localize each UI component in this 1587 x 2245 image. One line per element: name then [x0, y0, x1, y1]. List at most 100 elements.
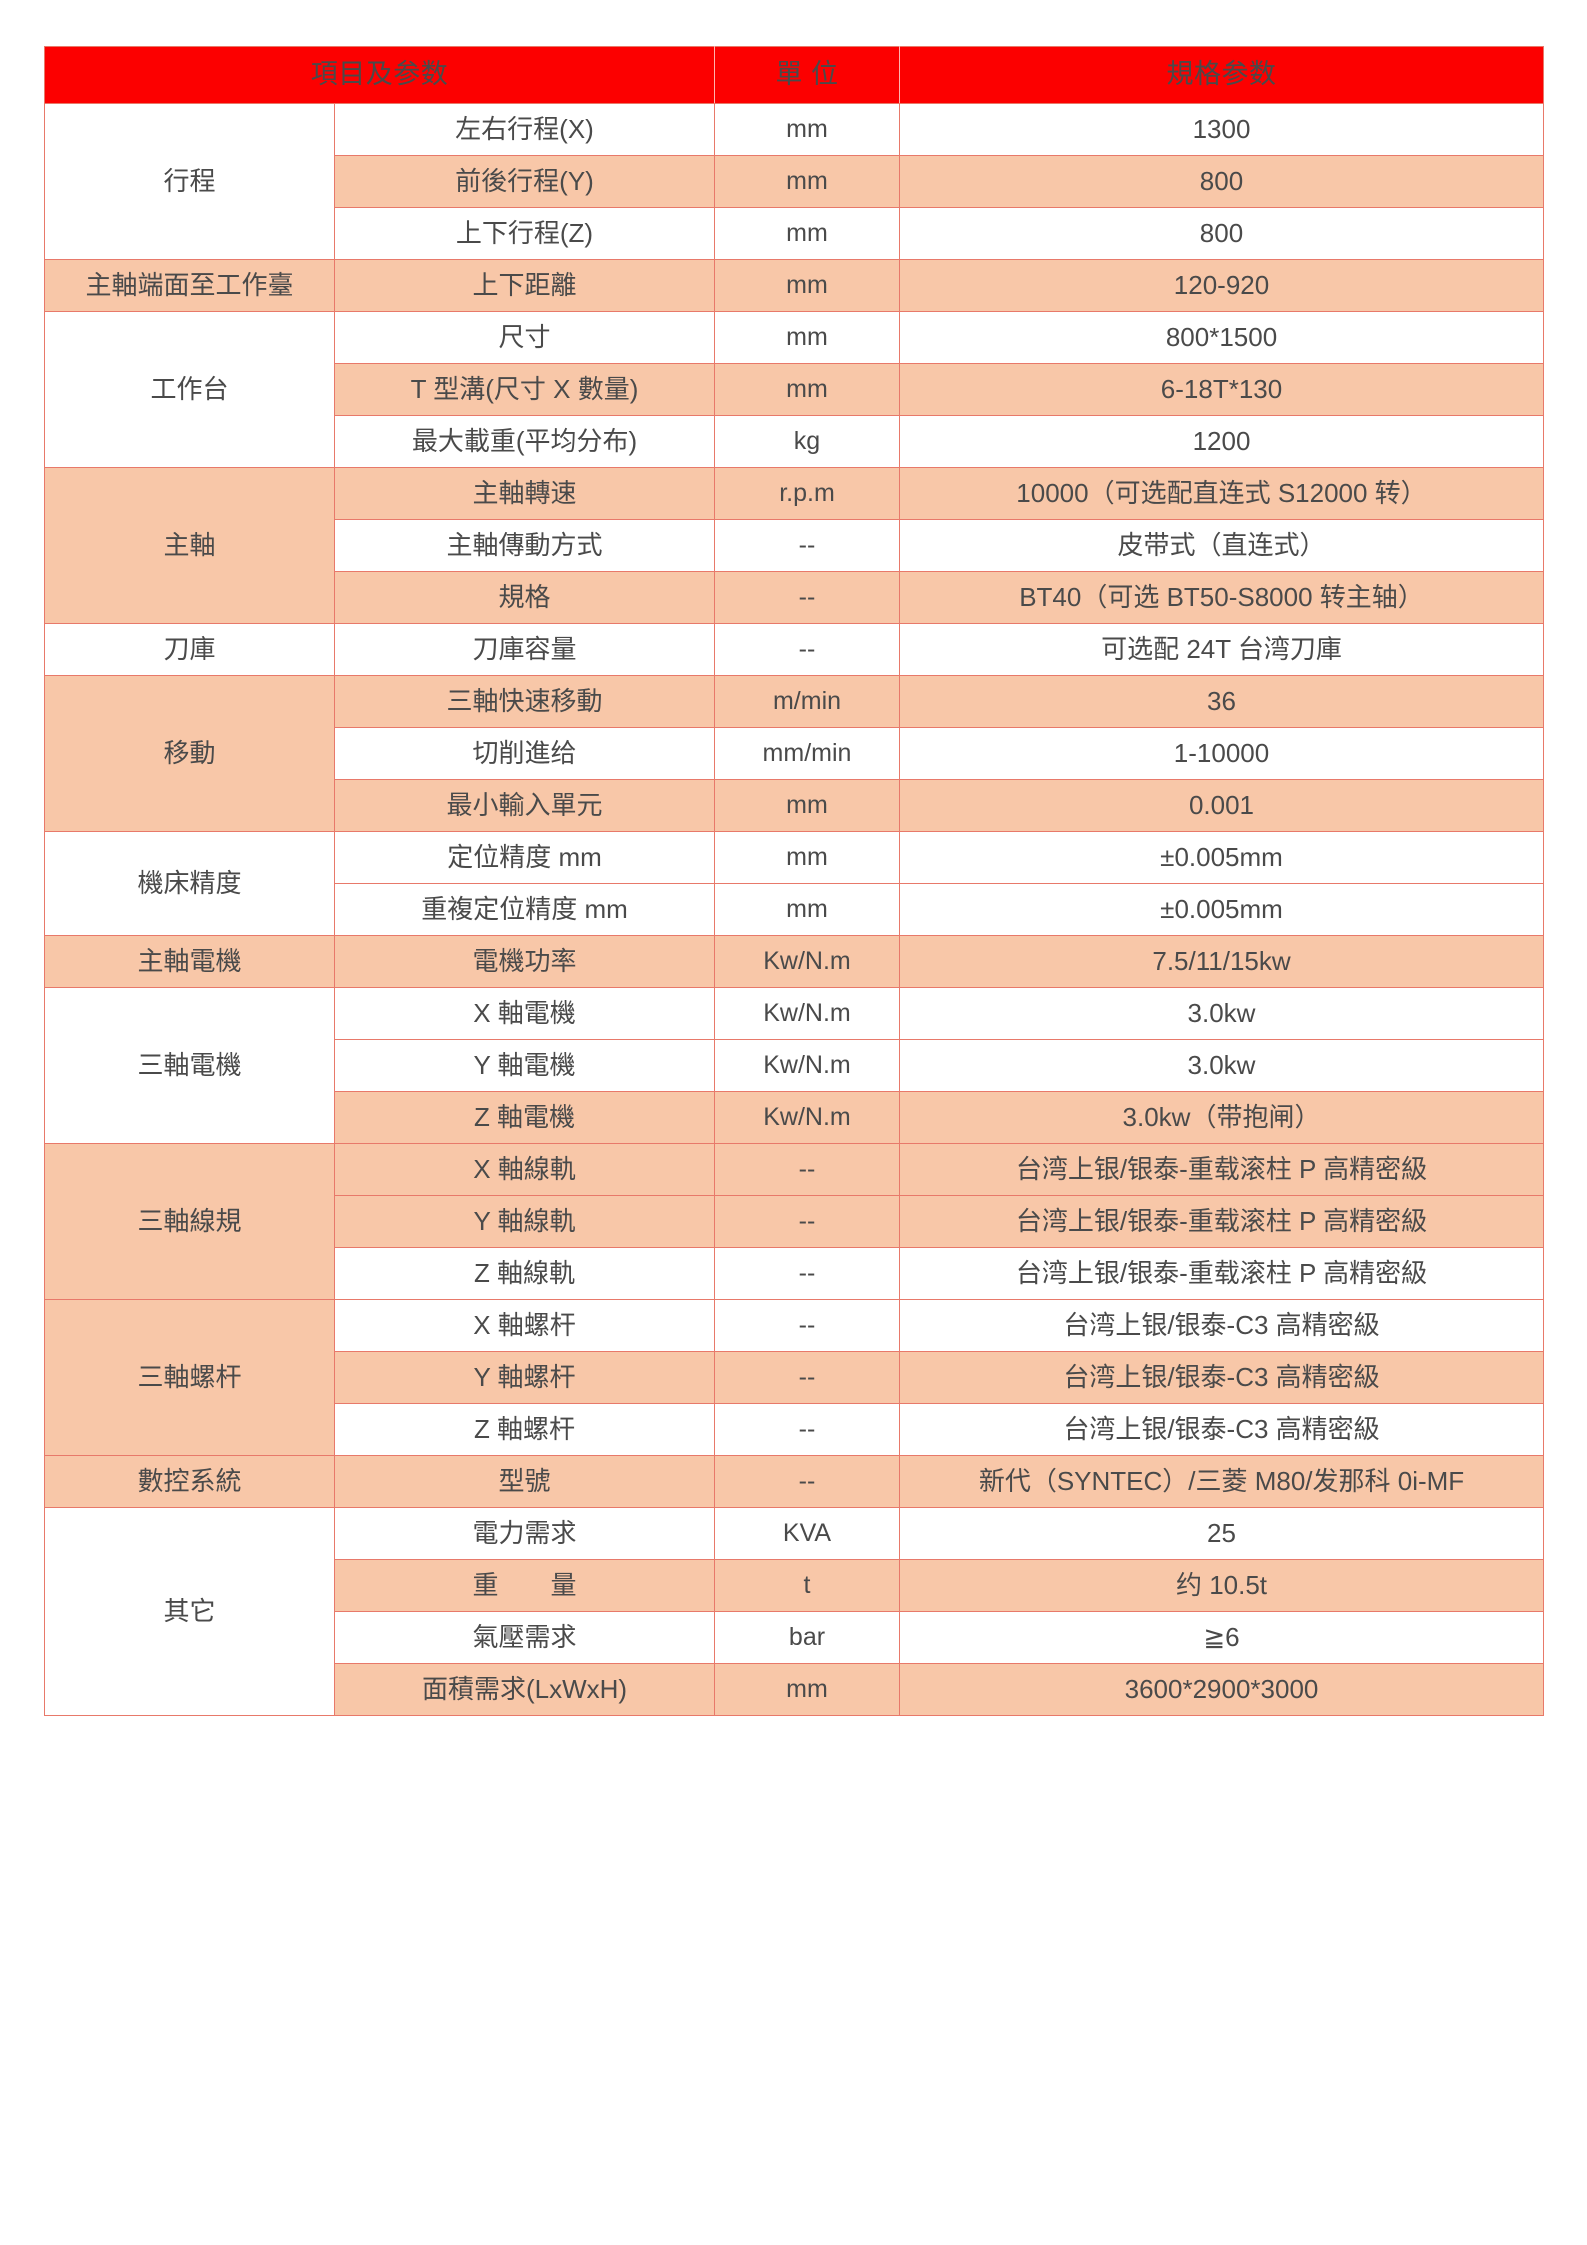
- item-cell: 上下距離: [334, 259, 715, 312]
- specification-table: 項目及参数 單 位 規格参数 行程 左右行程(X) mm 1300 前後行程(Y) mm 8…: [44, 46, 1544, 1716]
- spec-cell: BT40（可选 BT50-S8000 转主轴）: [899, 571, 1544, 624]
- table-row: 最大載重(平均分布) kg 1200: [45, 415, 1544, 468]
- unit-cell: mm/min: [714, 727, 900, 780]
- spec-cell: 台湾上银/银泰-重载滚柱 P 高精密級: [899, 1195, 1544, 1248]
- unit-cell: mm: [714, 779, 900, 832]
- unit-cell: mm: [714, 259, 900, 312]
- unit-cell: mm: [714, 1663, 900, 1716]
- spec-cell: 120-920: [899, 259, 1544, 312]
- spec-cell: 6-18T*130: [899, 363, 1544, 416]
- table-row: 三軸螺杆 X 軸螺杆 -- 台湾上银/银泰-C3 高精密級: [44, 1299, 1544, 1456]
- header-item: 項目及参数: [44, 46, 715, 104]
- item-cell: 上下行程(Z): [334, 207, 715, 260]
- unit-cell: m/min: [714, 675, 900, 728]
- unit-cell: mm: [714, 883, 900, 936]
- spec-cell: 台湾上银/银泰-C3 高精密級: [899, 1351, 1544, 1404]
- item-cell: 面積需求(LxWxH): [334, 1663, 715, 1716]
- unit-cell: mm: [714, 155, 900, 208]
- unit-cell: --: [714, 1351, 900, 1404]
- unit-cell: KVA: [714, 1507, 900, 1560]
- item-cell: 切削進给: [334, 727, 715, 780]
- item-cell: Z 軸線軌: [334, 1247, 715, 1300]
- header-row: 項目及参数 單 位 規格参数: [44, 46, 1544, 104]
- category-cell: 三軸電機: [44, 987, 335, 1144]
- table-row: 機床精度 定位精度 mm mm ±0.005mm: [44, 831, 1544, 936]
- table-row: Z 軸線軌 -- 台湾上银/银泰-重载滚柱 P 高精密級: [45, 1247, 1544, 1300]
- table-row: 三軸線規 X 軸線軌 -- 台湾上银/银泰-重载滚柱 P 高精密級: [44, 1143, 1544, 1300]
- item-cell: 主軸轉速: [334, 467, 715, 520]
- table-row: 主軸電機 電機功率 Kw/N.m 7.5/11/15kw: [44, 935, 1544, 988]
- unit-cell: --: [714, 623, 900, 676]
- table-row: T 型溝(尺寸 X 數量) mm 6-18T*130: [45, 363, 1544, 416]
- item-cell: Y 軸線軌: [334, 1195, 715, 1248]
- item-cell: X 軸線軌: [334, 1143, 715, 1196]
- category-cell: 機床精度: [44, 831, 335, 936]
- item-cell: 型號: [334, 1455, 715, 1508]
- unit-cell: t: [714, 1559, 900, 1612]
- spec-cell: 0.001: [899, 779, 1544, 832]
- table-row: 行程 左右行程(X) mm 1300: [44, 103, 1544, 260]
- unit-cell: --: [714, 1299, 900, 1352]
- item-cell: Z 軸電機: [334, 1091, 715, 1144]
- spec-cell: 台湾上银/银泰-C3 高精密級: [899, 1299, 1544, 1352]
- table-header: 項目及参数 單 位 規格参数: [44, 46, 1544, 104]
- category-cell: 三軸螺杆: [44, 1299, 335, 1456]
- item-cell: X 軸螺杆: [334, 1299, 715, 1352]
- table-row: 面積需求(LxWxH) mm 3600*2900*3000: [45, 1663, 1544, 1716]
- item-cell: 電機功率: [334, 935, 715, 988]
- spec-cell: 皮带式（直连式）: [899, 519, 1544, 572]
- spec-cell: 3.0kw: [899, 1039, 1544, 1092]
- item-cell: Y 軸螺杆: [334, 1351, 715, 1404]
- table-row: Y 軸螺杆 -- 台湾上银/银泰-C3 高精密級: [45, 1351, 1544, 1404]
- item-cell: 主軸傳動方式: [334, 519, 715, 572]
- table-row: 重複定位精度 mm mm ±0.005mm: [45, 883, 1544, 936]
- table-row: 三軸電機 X 軸電機 Kw/N.m 3.0kw: [44, 987, 1544, 1144]
- unit-cell: mm: [714, 831, 900, 884]
- unit-cell: Kw/N.m: [714, 935, 900, 988]
- spec-cell: 7.5/11/15kw: [899, 935, 1544, 988]
- item-cell: 三軸快速移動: [334, 675, 715, 728]
- unit-cell: --: [714, 1195, 900, 1248]
- table-row: 規格 -- BT40（可选 BT50-S8000 转主轴）: [45, 571, 1544, 624]
- item-cell: 前後行程(Y): [334, 155, 715, 208]
- spec-cell: 1-10000: [899, 727, 1544, 780]
- item-cell: Z 軸螺杆: [334, 1403, 715, 1456]
- item-cell: 左右行程(X): [334, 103, 715, 156]
- unit-cell: --: [714, 1143, 900, 1196]
- item-cell: 尺寸: [334, 311, 715, 364]
- table-row: Z 軸螺杆 -- 台湾上银/银泰-C3 高精密級: [45, 1403, 1544, 1456]
- table-row: 主軸傳動方式 -- 皮带式（直连式）: [45, 519, 1544, 572]
- item-cell: 最小輸入單元: [334, 779, 715, 832]
- category-cell: 移動: [44, 675, 335, 832]
- table-row: 最小輸入單元 mm 0.001: [45, 779, 1544, 832]
- item-cell: 定位精度 mm: [334, 831, 715, 884]
- table-row: 主軸端面至工作臺 上下距離 mm 120-920: [44, 259, 1544, 312]
- spec-cell: 台湾上银/银泰-重载滚柱 P 高精密級: [899, 1143, 1544, 1196]
- spec-cell: 可选配 24T 台湾刀庫: [899, 623, 1544, 676]
- unit-cell: --: [714, 1455, 900, 1508]
- table-row: 工作台 尺寸 mm 800*1500: [44, 311, 1544, 468]
- item-cell: 電力需求: [334, 1507, 715, 1560]
- spec-cell: 800: [899, 155, 1544, 208]
- item-cell: 最大載重(平均分布): [334, 415, 715, 468]
- item-cell: 規格: [334, 571, 715, 624]
- spec-cell: ±0.005mm: [899, 883, 1544, 936]
- spec-cell: 1200: [899, 415, 1544, 468]
- table-row: 其它 電力需求 KVA 25: [44, 1507, 1544, 1716]
- spec-cell: 新代（SYNTEC）/三菱 M80/发那科 0i-MF: [899, 1455, 1544, 1508]
- spec-cell: 36: [899, 675, 1544, 728]
- header-unit: 單 位: [714, 46, 900, 104]
- table-row: Y 軸電機 Kw/N.m 3.0kw: [45, 1039, 1544, 1092]
- table-row: 數控系統 型號 -- 新代（SYNTEC）/三菱 M80/发那科 0i-MF: [44, 1455, 1544, 1508]
- category-cell: 其它: [44, 1507, 335, 1716]
- unit-cell: Kw/N.m: [714, 987, 900, 1040]
- table-row: 氣壓需求 bar ≧6: [45, 1611, 1544, 1664]
- item-cell: Y 軸電機: [334, 1039, 715, 1092]
- item-cell: T 型溝(尺寸 X 數量): [334, 363, 715, 416]
- unit-cell: --: [714, 1403, 900, 1456]
- item-cell: 氣壓需求: [334, 1611, 715, 1664]
- unit-cell: mm: [714, 103, 900, 156]
- category-cell: 三軸線規: [44, 1143, 335, 1300]
- item-cell: X 軸電機: [334, 987, 715, 1040]
